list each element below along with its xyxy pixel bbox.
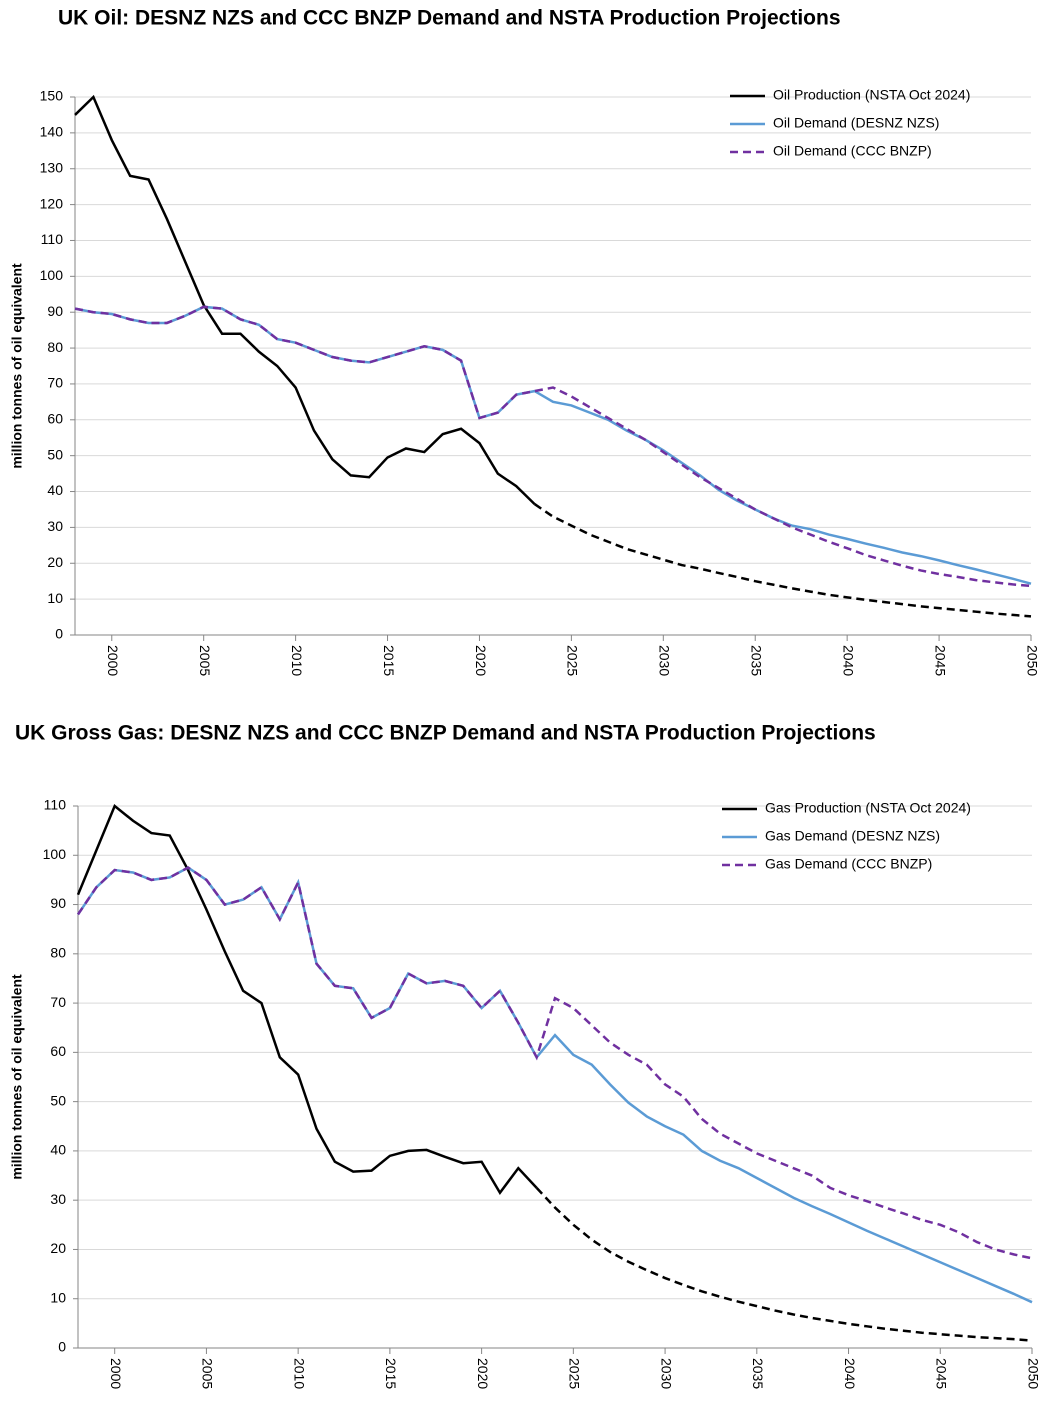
series-line: [74, 305, 1032, 588]
y-tick-label: 100: [43, 846, 67, 862]
x-tick-label: 2040: [840, 645, 856, 676]
legend-label: Gas Demand (CCC BNZP): [765, 856, 932, 872]
chart-title: UK Gross Gas: DESNZ NZS and CCC BNZP Dem…: [15, 722, 876, 745]
x-tick-label: 2005: [200, 1358, 216, 1389]
y-tick-label: 110: [41, 231, 64, 247]
legend-label: Gas Demand (DESNZ NZS): [765, 828, 940, 844]
legend-label: Gas Production (NSTA Oct 2024): [765, 800, 971, 816]
y-tick-label: 80: [50, 945, 66, 961]
series-line: [533, 503, 1032, 618]
y-axis-label: million tonnes of oil equivalent: [9, 263, 25, 469]
y-tick-label: 140: [40, 124, 64, 140]
y-tick-label: 60: [47, 411, 63, 427]
x-tick-label: 2050: [1025, 1358, 1041, 1389]
legend-label: Oil Demand (DESNZ NZS): [773, 115, 939, 131]
y-tick-label: 10: [47, 590, 63, 606]
y-tick-label: 10: [50, 1289, 66, 1305]
y-tick-label: 40: [47, 482, 63, 498]
series-line: [74, 305, 1032, 585]
x-tick-label: 2020: [473, 645, 489, 676]
y-tick-label: 90: [47, 303, 63, 319]
y-axis-label: million tonnes of oil equivalent: [9, 974, 25, 1180]
y-tick-label: 90: [50, 895, 66, 911]
x-tick-label: 2015: [383, 1358, 399, 1389]
x-tick-label: 2010: [289, 645, 305, 676]
chart-title: UK Oil: DESNZ NZS and CCC BNZP Demand an…: [58, 7, 841, 30]
y-tick-label: 150: [40, 88, 64, 104]
y-tick-label: 30: [47, 518, 63, 534]
y-tick-label: 0: [58, 1339, 66, 1355]
x-tick-label: 2010: [291, 1358, 307, 1389]
series-line: [76, 866, 1033, 1304]
y-tick-label: 30: [50, 1191, 66, 1207]
y-tick-label: 80: [47, 339, 63, 355]
y-tick-label: 70: [47, 375, 63, 391]
y-tick-label: 20: [50, 1240, 66, 1256]
x-tick-label: 2040: [842, 1358, 858, 1389]
series-line: [74, 94, 536, 505]
legend-label: Oil Demand (CCC BNZP): [773, 143, 932, 159]
y-tick-label: 120: [40, 195, 64, 211]
series-line: [76, 866, 1033, 1260]
series-line: [76, 803, 538, 1196]
x-tick-label: 2030: [658, 1358, 674, 1389]
x-tick-label: 2030: [657, 645, 673, 676]
y-tick-label: 20: [47, 554, 63, 570]
x-tick-label: 2045: [932, 645, 948, 676]
y-tick-label: 130: [40, 159, 64, 175]
y-tick-label: 100: [40, 267, 64, 283]
x-tick-label: 2050: [1024, 645, 1040, 676]
x-tick-label: 2015: [381, 645, 397, 676]
x-tick-label: 2045: [934, 1358, 950, 1389]
y-tick-label: 110: [44, 797, 67, 813]
legend-label: Oil Production (NSTA Oct 2024): [773, 87, 970, 103]
y-tick-label: 70: [50, 994, 66, 1010]
x-tick-label: 2025: [565, 645, 581, 676]
y-tick-label: 60: [50, 1043, 66, 1059]
y-tick-label: 0: [55, 626, 63, 642]
y-tick-label: 50: [50, 1092, 66, 1108]
x-tick-label: 2035: [750, 1358, 766, 1389]
series-line: [535, 1187, 1033, 1342]
x-tick-label: 2020: [475, 1358, 491, 1389]
x-tick-label: 2035: [749, 645, 765, 676]
x-tick-label: 2005: [197, 645, 213, 676]
y-tick-label: 40: [50, 1142, 66, 1158]
x-tick-label: 2025: [567, 1358, 583, 1389]
x-tick-label: 2000: [105, 645, 121, 676]
x-tick-label: 2000: [108, 1358, 124, 1389]
y-tick-label: 50: [47, 446, 63, 462]
